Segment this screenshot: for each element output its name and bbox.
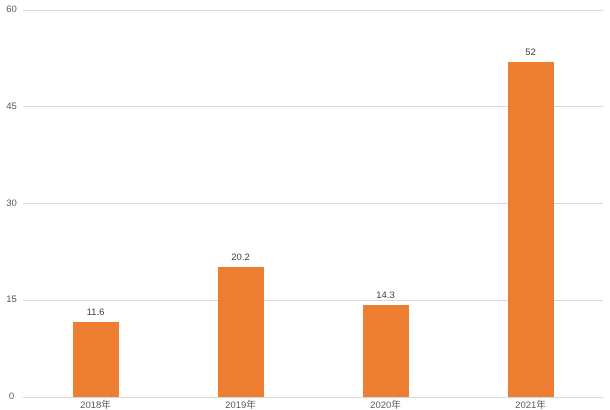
- bar-2018年: [72, 322, 119, 397]
- data-label: 52: [525, 46, 536, 58]
- x-axis-category-label: 2018年: [80, 400, 111, 410]
- data-label: 20.2: [231, 251, 250, 263]
- y-axis-tick-label: 60: [6, 4, 17, 15]
- data-label: 11.6: [86, 307, 105, 319]
- bar-2021年: [507, 61, 554, 397]
- gridline: [23, 203, 603, 204]
- y-axis-tick-label: 0: [8, 391, 15, 402]
- x-axis-category-label: 2020年: [370, 400, 401, 410]
- y-axis-tick-label: 30: [6, 197, 17, 209]
- gridline: [23, 9, 603, 11]
- gridline: [23, 299, 603, 301]
- gridline: [23, 106, 603, 108]
- x-axis-category-label: 2019年: [225, 400, 256, 410]
- x-axis-category-label: 2021年: [515, 400, 546, 410]
- x-axis-line: [23, 396, 603, 398]
- bar-2019年: [217, 266, 264, 397]
- y-axis-tick-label: 45: [6, 100, 17, 112]
- bar-2020年: [362, 304, 409, 397]
- y-axis-tick-label: 15: [6, 294, 17, 306]
- data-label: 14.3: [376, 289, 395, 301]
